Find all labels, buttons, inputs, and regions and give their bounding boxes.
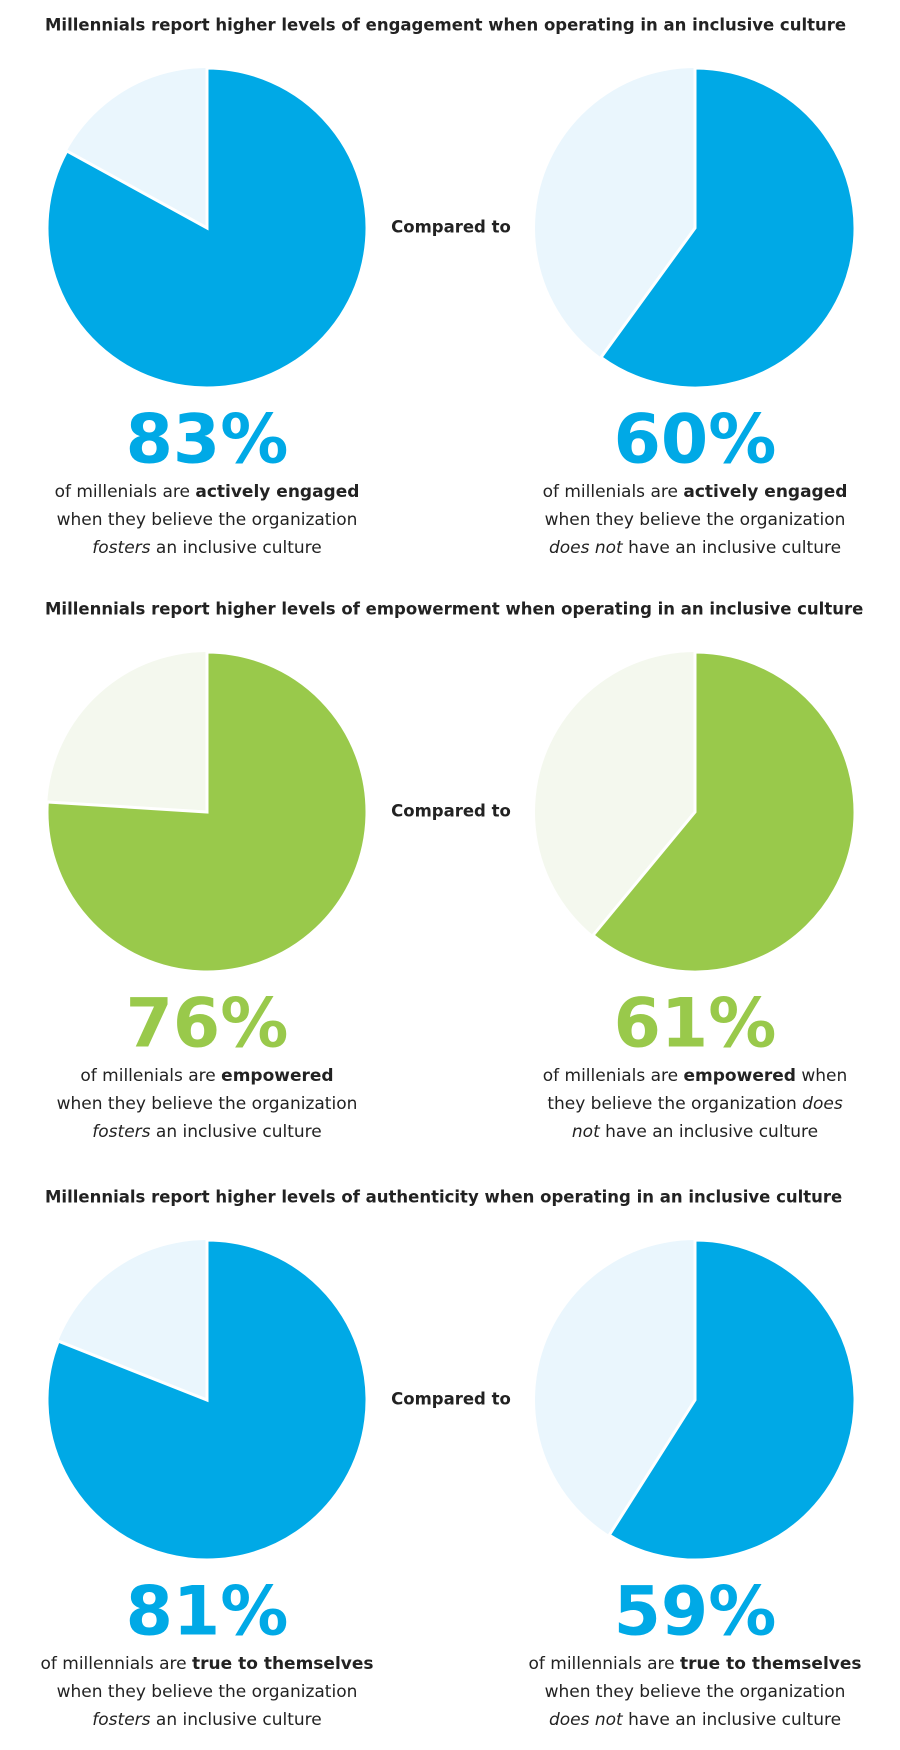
description-part: they believe the organization bbox=[547, 1094, 802, 1114]
percent-label: 61% bbox=[614, 985, 777, 1064]
description-part: when they believe the organization bbox=[57, 1682, 358, 1702]
description-line: when they believe the organization bbox=[57, 1682, 358, 1702]
percent-label: 60% bbox=[614, 401, 777, 480]
description-part: have an inclusive culture bbox=[623, 538, 841, 558]
pie-slice bbox=[598, 66, 857, 390]
description-line: when they believe the organization bbox=[545, 1682, 846, 1702]
pie-slice bbox=[590, 650, 857, 974]
description-part: empowered bbox=[221, 1066, 333, 1086]
pie-slice bbox=[45, 66, 369, 390]
description-line: of millenials are actively engaged bbox=[543, 482, 848, 502]
percent-label: 81% bbox=[126, 1573, 289, 1652]
description-line: not have an inclusive culture bbox=[572, 1122, 818, 1142]
description-line: when they believe the organization bbox=[57, 1094, 358, 1114]
description-part: fosters bbox=[92, 538, 150, 558]
description-part: not bbox=[572, 1122, 601, 1142]
percent-label: 83% bbox=[126, 401, 289, 480]
description-line: fosters an inclusive culture bbox=[92, 538, 321, 558]
description-part: does bbox=[802, 1094, 843, 1114]
description-part: an inclusive culture bbox=[151, 538, 322, 558]
description-part: true to themselves bbox=[192, 1654, 373, 1674]
description-part: actively engaged bbox=[195, 482, 359, 502]
description-part: when they believe the organization bbox=[545, 1682, 846, 1702]
description-part: an inclusive culture bbox=[151, 1122, 322, 1142]
description-part: of millenials are bbox=[80, 1066, 221, 1086]
pie-slice bbox=[45, 650, 369, 974]
description-part: of millenials are bbox=[543, 1066, 684, 1086]
compare-label: Compared to bbox=[391, 1390, 511, 1409]
description-part: when they believe the organization bbox=[545, 510, 846, 530]
description-part: when they believe the organization bbox=[57, 1094, 358, 1114]
pie-slice bbox=[607, 1238, 857, 1562]
description-line: of millennials are true to themselves bbox=[40, 1654, 373, 1674]
description-part: actively engaged bbox=[683, 482, 847, 502]
description-line: of millenials are empowered bbox=[80, 1066, 333, 1086]
description-line: does not have an inclusive culture bbox=[549, 538, 841, 558]
description-part: fosters bbox=[92, 1710, 150, 1730]
percent-label: 76% bbox=[126, 985, 289, 1064]
description-part: of millenials are bbox=[543, 482, 684, 502]
section-title: Millennials report higher levels of auth… bbox=[45, 1188, 842, 1207]
compare-label: Compared to bbox=[391, 218, 511, 237]
description-line: of millenials are empowered when bbox=[543, 1066, 848, 1086]
description-part: fosters bbox=[92, 1122, 150, 1142]
description-line: fosters an inclusive culture bbox=[92, 1710, 321, 1730]
description-part: of millennials are bbox=[528, 1654, 680, 1674]
description-part: does not bbox=[549, 538, 624, 558]
pie-slice bbox=[45, 1238, 369, 1562]
section-title: Millennials report higher levels of empo… bbox=[45, 600, 863, 619]
description-part: when bbox=[796, 1066, 847, 1086]
description-line: when they believe the organization bbox=[545, 510, 846, 530]
description-part: have an inclusive culture bbox=[623, 1710, 841, 1730]
description-line: of millennials are true to themselves bbox=[528, 1654, 861, 1674]
compare-label: Compared to bbox=[391, 802, 511, 821]
description-part: does not bbox=[549, 1710, 624, 1730]
description-part: of millennials are bbox=[40, 1654, 192, 1674]
description-part: of millenials are bbox=[55, 482, 196, 502]
description-part: true to themselves bbox=[680, 1654, 861, 1674]
description-part: have an inclusive culture bbox=[600, 1122, 818, 1142]
description-line: they believe the organization does bbox=[547, 1094, 843, 1114]
description-part: when they believe the organization bbox=[57, 510, 358, 530]
description-part: an inclusive culture bbox=[151, 1710, 322, 1730]
percent-label: 59% bbox=[614, 1573, 777, 1652]
description-line: fosters an inclusive culture bbox=[92, 1122, 321, 1142]
description-line: when they believe the organization bbox=[57, 510, 358, 530]
description-line: of millenials are actively engaged bbox=[55, 482, 360, 502]
section-title: Millennials report higher levels of enga… bbox=[45, 16, 846, 35]
description-line: does not have an inclusive culture bbox=[549, 1710, 841, 1730]
description-part: empowered bbox=[684, 1066, 796, 1086]
